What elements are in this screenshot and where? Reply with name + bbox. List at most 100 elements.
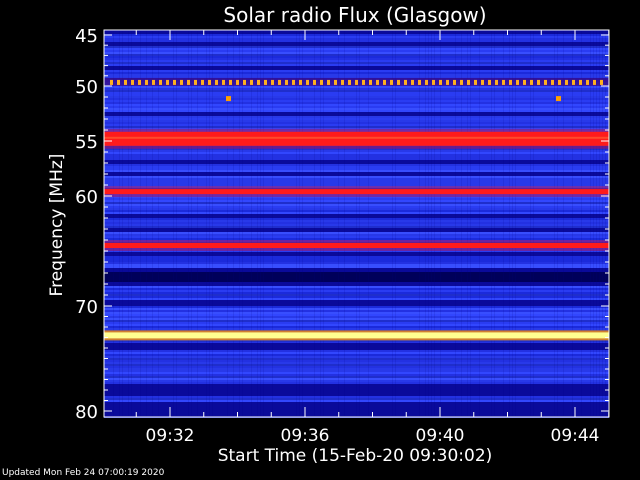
streak <box>455 30 456 417</box>
spectrogram-row <box>104 164 609 166</box>
pulse-dot <box>208 79 211 85</box>
spectrogram-row <box>104 148 609 150</box>
streak <box>491 30 492 417</box>
band-high <box>104 189 609 195</box>
streak <box>257 30 258 417</box>
spectrogram-row <box>104 36 609 38</box>
y-tick-label: 60 <box>75 187 98 208</box>
streak <box>515 30 516 417</box>
spectrogram-row <box>104 306 609 308</box>
streak <box>467 30 468 417</box>
pulse-dot <box>138 79 141 85</box>
streak <box>251 30 252 417</box>
spectrogram-row <box>104 218 609 220</box>
spectrogram-row <box>104 258 609 260</box>
y-tick-label: 80 <box>75 402 98 423</box>
spectrogram-row <box>104 296 609 298</box>
streak <box>146 30 147 417</box>
streak <box>581 30 582 417</box>
spectrogram-row <box>104 210 609 212</box>
streak <box>440 30 441 417</box>
spectrogram-row <box>104 400 609 402</box>
streak <box>572 30 573 417</box>
streak <box>299 30 300 417</box>
spectrogram-row <box>104 398 609 400</box>
spectrogram-row <box>104 88 609 90</box>
streak <box>425 30 426 417</box>
spectrogram-row <box>104 120 609 122</box>
pulse-dot <box>194 79 197 85</box>
spectrogram-row <box>104 212 609 214</box>
spectrogram-row <box>104 108 609 110</box>
spectrogram-row <box>104 224 609 226</box>
pulse-dot <box>250 79 253 85</box>
spectrogram-row <box>104 184 609 186</box>
pulse-dot <box>376 79 379 85</box>
spectrogram-row <box>104 366 609 368</box>
streak <box>323 30 324 417</box>
streak <box>233 30 234 417</box>
pulse-dot <box>544 79 547 85</box>
streak <box>152 30 153 417</box>
streak <box>314 30 315 417</box>
dark-band <box>104 172 609 176</box>
pulse-dot <box>530 79 533 85</box>
spectrogram-row <box>104 256 609 258</box>
y-axis: 45 50 55 60 70 80 <box>75 26 609 423</box>
streak <box>593 30 594 417</box>
x-axis: 09:32 09:36 09:40 09:44 <box>135 30 610 446</box>
pulse-dot <box>152 79 155 85</box>
streak <box>530 30 531 417</box>
streak <box>602 30 603 417</box>
spectrogram-row <box>104 292 609 294</box>
dark-band <box>104 66 609 70</box>
streak <box>197 30 198 417</box>
streak <box>209 30 210 417</box>
streak <box>263 30 264 417</box>
spectrogram-row <box>104 288 609 290</box>
spectrogram-row <box>104 286 609 288</box>
pulse-dot <box>481 79 484 85</box>
dark-band <box>104 252 609 256</box>
streak <box>512 30 513 417</box>
spectrogram-row <box>104 92 609 94</box>
spectrogram-row <box>104 376 609 378</box>
pulse-dot <box>117 79 120 85</box>
spectrogram-row <box>104 122 609 124</box>
spectrogram-row <box>104 168 609 170</box>
pulse-dot <box>124 79 127 85</box>
spectrogram-row <box>104 358 609 360</box>
spectrogram-row <box>104 368 609 370</box>
spectrogram-row <box>104 72 609 74</box>
band-core <box>104 136 609 139</box>
spectrogram-row <box>104 298 609 300</box>
streak <box>260 30 261 417</box>
pulse-dot <box>586 79 589 85</box>
x-tick-label: 09:40 <box>416 426 465 446</box>
pulse-dot <box>369 79 372 85</box>
pulse-dot <box>145 79 148 85</box>
updated-timestamp: Updated Mon Feb 24 07:00:19 2020 <box>2 468 165 478</box>
spectrogram-row <box>104 86 609 88</box>
dark-band <box>104 402 609 417</box>
pulse-dot <box>201 79 204 85</box>
spectrogram-row <box>104 362 609 364</box>
pulse-dot <box>523 79 526 85</box>
spectrogram-row <box>104 34 609 36</box>
pulse-dot <box>572 79 575 85</box>
spectrogram-row <box>104 76 609 78</box>
spectrogram-row <box>104 154 609 156</box>
spectrogram-row <box>104 312 609 314</box>
pulse-dot <box>166 79 169 85</box>
dark-band <box>104 214 609 218</box>
streak <box>140 30 141 417</box>
streak <box>494 30 495 417</box>
chart-title: Solar radio Flux (Glasgow) <box>223 3 486 27</box>
pulse-dot <box>131 79 134 85</box>
pulse-dot <box>334 79 337 85</box>
spectrogram-row <box>104 226 609 228</box>
streak <box>158 30 159 417</box>
pulse-dot <box>418 79 421 85</box>
pulse-dot <box>404 79 407 85</box>
